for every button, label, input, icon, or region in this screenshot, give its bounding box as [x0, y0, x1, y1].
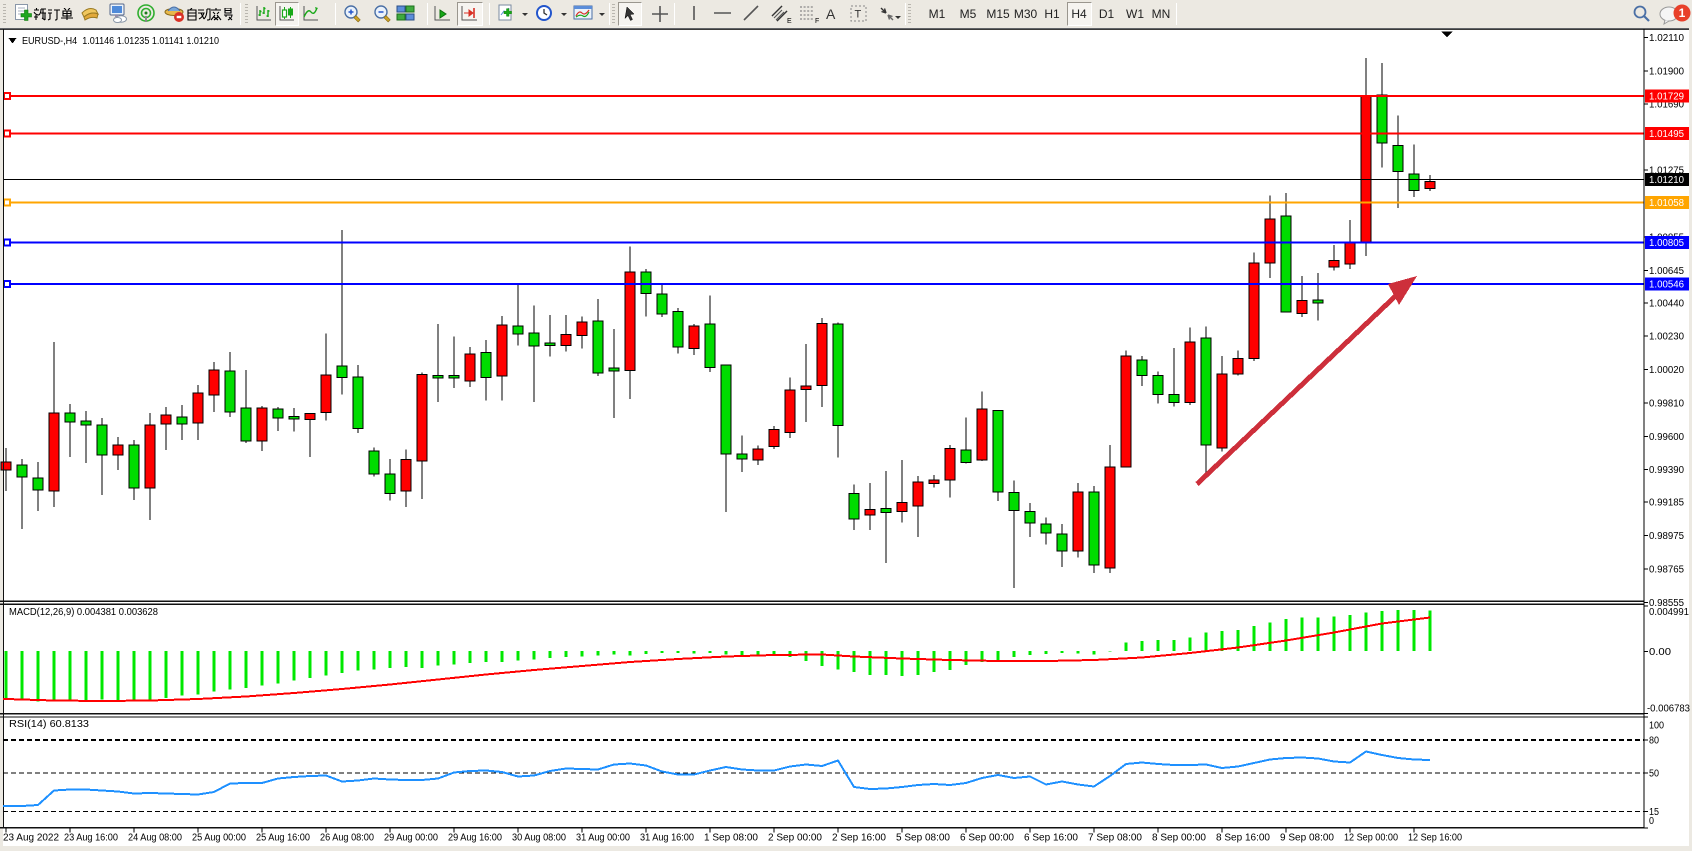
svg-text:25 Aug 00:00: 25 Aug 00:00 — [192, 833, 246, 844]
svg-text:23 Aug 2022: 23 Aug 2022 — [3, 833, 59, 844]
svg-text:29 Aug 16:00: 29 Aug 16:00 — [448, 833, 502, 844]
svg-text:12 Sep 16:00: 12 Sep 16:00 — [1408, 833, 1462, 844]
svg-text:26 Aug 08:00: 26 Aug 08:00 — [320, 833, 374, 844]
svg-text:0.99810: 0.99810 — [1649, 399, 1684, 410]
svg-text:1.01495: 1.01495 — [1649, 129, 1684, 140]
svg-text:29 Aug 00:00: 29 Aug 00:00 — [384, 833, 438, 844]
svg-text:1.01210: 1.01210 — [1649, 175, 1684, 186]
svg-text:8 Sep 16:00: 8 Sep 16:00 — [1216, 833, 1270, 844]
svg-text:1.00546: 1.00546 — [1649, 280, 1684, 291]
svg-text:0: 0 — [1649, 816, 1654, 827]
svg-text:6 Sep 16:00: 6 Sep 16:00 — [1024, 833, 1078, 844]
svg-text:100: 100 — [1649, 721, 1664, 732]
svg-text:2 Sep 00:00: 2 Sep 00:00 — [768, 833, 822, 844]
svg-text:0.99600: 0.99600 — [1649, 432, 1684, 443]
svg-text:6 Sep 00:00: 6 Sep 00:00 — [960, 833, 1014, 844]
svg-text:2 Sep 16:00: 2 Sep 16:00 — [832, 833, 886, 844]
svg-text:1.00230: 1.00230 — [1649, 332, 1684, 343]
svg-text:30 Aug 08:00: 30 Aug 08:00 — [512, 833, 566, 844]
svg-text:T: T — [855, 9, 862, 21]
svg-text:1.00440: 1.00440 — [1649, 298, 1684, 309]
svg-text:25 Aug 16:00: 25 Aug 16:00 — [256, 833, 310, 844]
svg-text:1.00645: 1.00645 — [1649, 266, 1684, 277]
svg-text:F: F — [815, 18, 819, 25]
svg-text:EURUSD-,H4 1.01146 1.01235 1.: EURUSD-,H4 1.01146 1.01235 1.01141 1.012… — [22, 36, 219, 47]
svg-text:23 Aug 16:00: 23 Aug 16:00 — [64, 833, 118, 844]
svg-text:0.98765: 0.98765 — [1649, 565, 1684, 576]
svg-text:15: 15 — [1649, 807, 1659, 818]
svg-text:MACD(12,26,9) 0.004381 0.00362: MACD(12,26,9) 0.004381 0.003628 — [9, 607, 158, 618]
svg-text:12 Sep 00:00: 12 Sep 00:00 — [1344, 833, 1398, 844]
svg-text:1 Sep 08:00: 1 Sep 08:00 — [704, 833, 758, 844]
svg-text:1.01058: 1.01058 — [1649, 198, 1684, 209]
svg-text:50: 50 — [1649, 769, 1659, 780]
svg-text:31 Aug 00:00: 31 Aug 00:00 — [576, 833, 630, 844]
svg-text:0.98555: 0.98555 — [1649, 598, 1684, 609]
svg-text:31 Aug 16:00: 31 Aug 16:00 — [640, 833, 694, 844]
svg-text:1.01690: 1.01690 — [1649, 100, 1684, 111]
svg-text:24 Aug 08:00: 24 Aug 08:00 — [128, 833, 182, 844]
svg-text:0.99390: 0.99390 — [1649, 465, 1684, 476]
svg-text:1: 1 — [1679, 6, 1686, 20]
svg-text:9 Sep 08:00: 9 Sep 08:00 — [1280, 833, 1334, 844]
svg-text:-0.006783: -0.006783 — [1647, 704, 1690, 715]
svg-text:0.98975: 0.98975 — [1649, 531, 1684, 542]
svg-text:1.02110: 1.02110 — [1649, 33, 1684, 44]
svg-text:8 Sep 00:00: 8 Sep 00:00 — [1152, 833, 1206, 844]
svg-text:80: 80 — [1649, 736, 1659, 747]
svg-text:E: E — [787, 18, 792, 25]
svg-text:1.00020: 1.00020 — [1649, 365, 1684, 376]
svg-text:1.01900: 1.01900 — [1649, 66, 1684, 77]
svg-text:1.01275: 1.01275 — [1649, 166, 1684, 177]
svg-text:0.004991: 0.004991 — [1649, 607, 1689, 618]
svg-text:7 Sep 08:00: 7 Sep 08:00 — [1088, 833, 1142, 844]
svg-text:0.00: 0.00 — [1649, 647, 1671, 658]
svg-text:0.99185: 0.99185 — [1649, 498, 1684, 509]
svg-text:5 Sep 08:00: 5 Sep 08:00 — [896, 833, 950, 844]
svg-text:RSI(14) 60.8133: RSI(14) 60.8133 — [9, 719, 89, 730]
svg-text:1.00805: 1.00805 — [1649, 238, 1684, 249]
svg-text:1.01729: 1.01729 — [1649, 92, 1684, 103]
